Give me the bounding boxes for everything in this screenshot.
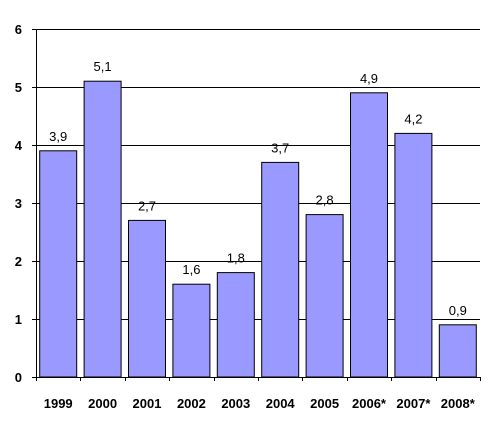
x-tick-labels: 1999 2000 2001 2002 2003 2004 2005 2006* 2007* 20… [44,396,476,411]
x-tick-label-1999: 1999 [44,396,73,411]
x-tick-label-2006*: 2006* [352,396,387,411]
bar-2001 [128,219,166,378]
x-tick-label-2008*: 2008* [441,396,476,411]
bar-2006* [350,92,388,378]
bar-2002 [172,283,211,378]
data-labels: 3,9 5,1 2,7 1,6 1,8 3,7 2,8 4,9 4,2 0,9 [49,59,467,318]
x-tick-label-2004: 2004 [266,396,296,411]
y-tick-label-1: 1 [15,312,22,327]
y-tick-label-2: 2 [15,254,22,269]
y-tick-label-6: 6 [15,22,22,37]
bars [39,80,477,378]
bar-2005 [305,214,344,378]
x-tick-label-2001: 2001 [133,396,162,411]
data-label-1999: 3,9 [49,129,67,144]
x-tick-label-2005: 2005 [310,396,339,411]
data-label-2000: 5,1 [94,59,112,74]
data-label-2003: 1,8 [227,251,245,266]
bar-2008* [438,324,477,378]
data-label-2004: 3,7 [271,140,289,155]
x-tick-label-2003: 2003 [221,396,250,411]
y-tick-labels: 0 1 2 3 4 5 6 [15,22,23,385]
y-tick-label-0: 0 [15,370,22,385]
x-tick-label-2007*: 2007* [396,396,431,411]
y-tick-label-3: 3 [15,196,22,211]
data-label-2005: 2,8 [316,193,334,208]
bar-2000 [83,80,122,378]
data-label-2008*: 0,9 [449,303,467,318]
data-label-2002: 1,6 [182,262,200,277]
y-tick-label-5: 5 [15,80,22,95]
bar-2007* [394,132,433,378]
bar-2003 [216,272,255,378]
data-label-2006*: 4,9 [360,71,378,86]
axes [32,29,481,381]
bar-1999 [39,150,78,378]
data-label-2001: 2,7 [138,198,156,213]
y-tick-label-4: 4 [15,138,23,153]
x-tick-label-2000: 2000 [88,396,117,411]
bar-2004 [261,161,300,378]
x-tick-label-2002: 2002 [177,396,206,411]
data-label-2007*: 4,2 [404,111,422,126]
